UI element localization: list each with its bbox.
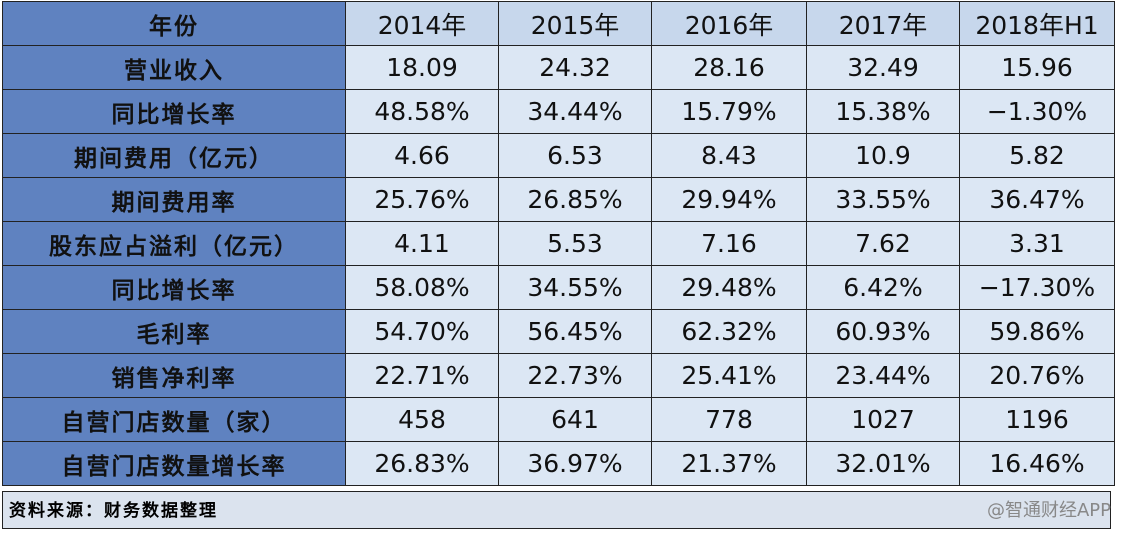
cell: −1.30%: [959, 89, 1115, 134]
table-row: 股东应占溢利（亿元） 4.11 5.53 7.16 7.62 3.31: [2, 221, 1115, 266]
table-row: 自营门店数量增长率 26.83% 36.97% 21.37% 32.01% 16.46%: [2, 441, 1115, 486]
cell: 54.70%: [345, 309, 499, 354]
cell: 1196: [959, 397, 1115, 442]
cell: 4.66: [345, 133, 499, 178]
row-label: 自营门店数量增长率: [2, 441, 346, 486]
cell: 29.48%: [651, 265, 807, 310]
cell: 25.76%: [345, 177, 499, 222]
cell: 23.44%: [806, 353, 960, 398]
row-label: 同比增长率: [2, 89, 346, 134]
cell: −17.30%: [959, 265, 1115, 310]
cell: 15.96: [959, 45, 1115, 90]
table-row: 销售净利率 22.71% 22.73% 25.41% 23.44% 20.76%: [2, 353, 1115, 398]
cell: 15.79%: [651, 89, 807, 134]
cell: 24.32: [498, 45, 652, 90]
cell: 18.09: [345, 45, 499, 90]
watermark: @智通财经APP: [986, 500, 1111, 521]
cell: 10.9: [806, 133, 960, 178]
cell: 20.76%: [959, 353, 1115, 398]
cell: 5.53: [498, 221, 652, 266]
cell: 16.46%: [959, 441, 1115, 486]
table-row: 毛利率 54.70% 56.45% 62.32% 60.93% 59.86%: [2, 309, 1115, 354]
cell: 641: [498, 397, 652, 442]
cell: 32.01%: [806, 441, 960, 486]
table-row: 同比增长率 58.08% 34.55% 29.48% 6.42% −17.30%: [2, 265, 1115, 310]
cell: 22.71%: [345, 353, 499, 398]
cell: 2014年: [345, 1, 499, 46]
cell: 48.58%: [345, 89, 499, 134]
row-label: 股东应占溢利（亿元）: [2, 221, 346, 266]
cell: 29.94%: [651, 177, 807, 222]
row-label: 销售净利率: [2, 353, 346, 398]
row-label: 毛利率: [2, 309, 346, 354]
cell: 6.42%: [806, 265, 960, 310]
cell: 1027: [806, 397, 960, 442]
row-label: 年份: [2, 1, 346, 46]
cell: 5.82: [959, 133, 1115, 178]
cell: 25.41%: [651, 353, 807, 398]
cell: 4.11: [345, 221, 499, 266]
table-row: 期间费用率 25.76% 26.85% 29.94% 33.55% 36.47%: [2, 177, 1115, 222]
cell: 34.55%: [498, 265, 652, 310]
cell: 6.53: [498, 133, 652, 178]
row-label: 同比增长率: [2, 265, 346, 310]
row-label: 营业收入: [2, 45, 346, 90]
table-row: 自营门店数量（家） 458 641 778 1027 1196: [2, 397, 1115, 442]
cell: 33.55%: [806, 177, 960, 222]
cell: 26.85%: [498, 177, 652, 222]
cell: 26.83%: [345, 441, 499, 486]
cell: 62.32%: [651, 309, 807, 354]
cell: 7.16: [651, 221, 807, 266]
cell: 8.43: [651, 133, 807, 178]
cell: 28.16: [651, 45, 807, 90]
table-row: 营业收入 18.09 24.32 28.16 32.49 15.96: [2, 45, 1115, 90]
cell: 59.86%: [959, 309, 1115, 354]
table-row: 期间费用（亿元） 4.66 6.53 8.43 10.9 5.82: [2, 133, 1115, 178]
cell: 778: [651, 397, 807, 442]
cell: 34.44%: [498, 89, 652, 134]
cell: 7.62: [806, 221, 960, 266]
source-note: 资料来源：财务数据整理: [2, 491, 1111, 529]
cell: 32.49: [806, 45, 960, 90]
cell: 458: [345, 397, 499, 442]
cell: 3.31: [959, 221, 1115, 266]
cell: 2018年H1: [959, 1, 1115, 46]
row-label: 期间费用（亿元）: [2, 133, 346, 178]
cell: 36.97%: [498, 441, 652, 486]
table-wrap: 年份 2014年 2015年 2016年 2017年 2018年H1 营业收入 18.09 24…: [2, 1, 1115, 486]
cell: 2016年: [651, 1, 807, 46]
cell: 15.38%: [806, 89, 960, 134]
table-row: 年份 2014年 2015年 2016年 2017年 2018年H1: [2, 1, 1115, 46]
table-row: 同比增长率 48.58% 34.44% 15.79% 15.38% −1.30%: [2, 89, 1115, 134]
cell: 22.73%: [498, 353, 652, 398]
cell: 60.93%: [806, 309, 960, 354]
cell: 2015年: [498, 1, 652, 46]
row-label: 期间费用率: [2, 177, 346, 222]
cell: 58.08%: [345, 265, 499, 310]
data-table: 年份 2014年 2015年 2016年 2017年 2018年H1 营业收入 18.09 24…: [2, 1, 1115, 486]
cell: 36.47%: [959, 177, 1115, 222]
cell: 2017年: [806, 1, 960, 46]
row-label: 自营门店数量（家）: [2, 397, 346, 442]
cell: 56.45%: [498, 309, 652, 354]
cell: 21.37%: [651, 441, 807, 486]
